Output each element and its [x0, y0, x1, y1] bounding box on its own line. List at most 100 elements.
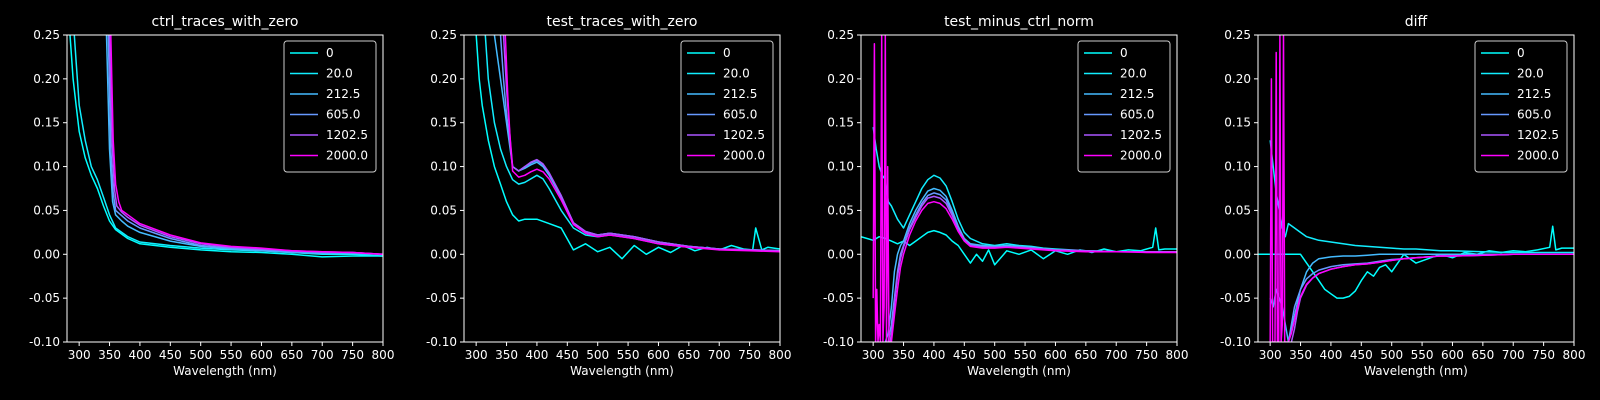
x-tick-label: 800: [769, 348, 792, 362]
chart-panel-4: diff Wavelength (nm) 300 350 400 450 500 550 6…: [1220, 14, 1586, 378]
legend-label: 605.0: [723, 108, 757, 122]
legend-label: 1202.5: [1120, 128, 1162, 142]
legend-label: 2000.0: [1120, 149, 1162, 163]
x-axis-label: Wavelength (nm): [173, 364, 277, 378]
x-axis-label: Wavelength (nm): [967, 364, 1071, 378]
y-tick-label: 0.25: [33, 28, 60, 42]
y-tick-label: -0.10: [1220, 335, 1251, 349]
y-tick-label: -0.10: [29, 335, 60, 349]
y-tick-label: 0.10: [827, 160, 854, 174]
x-tick-label: 400: [1319, 348, 1342, 362]
x-tick-label: 650: [280, 348, 303, 362]
series-line-1202.5: [502, 35, 780, 252]
y-tick-label: 0.05: [33, 203, 60, 217]
legend-label: 20.0: [1120, 67, 1147, 81]
legend: 0 20.0 212.5 605.0 1202.5 2000.0: [1077, 40, 1171, 173]
x-tick-label: 500: [1380, 348, 1403, 362]
legend-label: 605.0: [1120, 108, 1154, 122]
chart-panel-3: test_minus_ctrl_norm Wavelength (nm) 300…: [823, 14, 1189, 378]
y-tick-label: 0.20: [1224, 72, 1251, 86]
series-line-2000.0: [110, 35, 383, 256]
legend-label: 1202.5: [1517, 128, 1559, 142]
y-tick-label: 0.20: [430, 72, 457, 86]
plot-area-border: [1257, 34, 1575, 343]
x-tick-label: 450: [556, 348, 579, 362]
series-line-0: [475, 35, 780, 260]
y-tick-label: 0.15: [1224, 116, 1251, 130]
y-ticks: -0.10 -0.05 0.00 0.05 0.10 0.15 0.20 0.25: [823, 28, 861, 349]
x-tick-label: 700: [311, 348, 334, 362]
legend-label: 605.0: [326, 108, 360, 122]
series-line-0: [69, 35, 383, 258]
x-ticks: 300 350 400 450 500 550 600 650 700 750 800: [68, 342, 394, 362]
x-tick-label: 750: [341, 348, 364, 362]
y-tick-label: 0.15: [430, 116, 457, 130]
y-tick-label: 0.05: [1224, 203, 1251, 217]
y-ticks: -0.10 -0.05 0.00 0.05 0.10 0.15 0.20 0.25: [1220, 28, 1258, 349]
y-tick-label: -0.05: [426, 291, 457, 305]
y-tick-label: 0.20: [33, 72, 60, 86]
y-tick-label: 0.15: [33, 116, 60, 130]
legend-label: 1202.5: [723, 128, 765, 142]
x-tick-label: 350: [1289, 348, 1312, 362]
y-tick-label: 0.25: [1224, 28, 1251, 42]
plot-area-border: [860, 34, 1178, 343]
series-line-0: [1258, 225, 1574, 299]
y-tick-label: 0.05: [430, 203, 457, 217]
y-tick-label: -0.10: [823, 335, 854, 349]
y-tick-label: 0.00: [1224, 247, 1251, 261]
x-tick-label: 400: [128, 348, 151, 362]
legend-label: 0: [723, 46, 731, 60]
x-tick-label: 600: [250, 348, 273, 362]
legend-label: 2000.0: [326, 149, 368, 163]
x-ticks: 300 350 400 450 500 550 600 650 700 750 800: [465, 342, 792, 362]
legend-label: 0: [326, 46, 334, 60]
y-tick-label: 0.10: [1224, 160, 1251, 174]
legend-label: 212.5: [723, 87, 757, 101]
x-tick-label: 500: [189, 348, 212, 362]
y-tick-label: 0.00: [430, 247, 457, 261]
x-tick-label: 500: [586, 348, 609, 362]
series-line-212.5: [1269, 253, 1574, 342]
series-lines: [1258, 35, 1574, 342]
y-ticks: -0.10 -0.05 0.00 0.05 0.10 0.15 0.20 0.25: [426, 28, 464, 349]
y-tick-label: 0.00: [827, 247, 854, 261]
legend-label: 212.5: [326, 87, 360, 101]
x-tick-label: 600: [647, 348, 670, 362]
x-axis-label: Wavelength (nm): [570, 364, 674, 378]
y-ticks: -0.10 -0.05 0.00 0.05 0.10 0.15 0.20 0.25: [29, 28, 67, 349]
x-tick-label: 400: [525, 348, 548, 362]
y-tick-label: -0.05: [29, 291, 60, 305]
y-tick-label: 0.20: [827, 72, 854, 86]
x-tick-label: 350: [98, 348, 121, 362]
legend: 0 20.0 212.5 605.0 1202.5 2000.0: [283, 40, 377, 173]
x-tick-label: 600: [1044, 348, 1067, 362]
legend-label: 212.5: [1517, 87, 1551, 101]
legend-label: 0: [1120, 46, 1128, 60]
y-tick-label: 0.05: [827, 203, 854, 217]
x-axis-label: Wavelength (nm): [1364, 364, 1468, 378]
legend-label: 212.5: [1120, 87, 1154, 101]
x-tick-label: 500: [983, 348, 1006, 362]
x-tick-label: 450: [1350, 348, 1373, 362]
x-tick-label: 300: [68, 348, 91, 362]
x-tick-label: 300: [465, 348, 488, 362]
legend-label: 20.0: [723, 67, 750, 81]
x-tick-label: 550: [617, 348, 640, 362]
x-tick-label: 400: [922, 348, 945, 362]
legend-label: 2000.0: [1517, 149, 1559, 163]
x-tick-label: 550: [220, 348, 243, 362]
y-tick-label: 0.10: [33, 160, 60, 174]
x-tick-label: 800: [1563, 348, 1586, 362]
series-lines: [861, 35, 1177, 342]
legend: 0 20.0 212.5 605.0 1202.5 2000.0: [680, 40, 774, 173]
x-tick-label: 650: [677, 348, 700, 362]
y-tick-label: 0.10: [430, 160, 457, 174]
x-ticks: 300 350 400 450 500 550 600 650 700 750 800: [862, 342, 1188, 362]
axes-frame: [66, 34, 384, 343]
series-line-0: [861, 227, 1177, 266]
series-line-2000.0: [504, 35, 780, 253]
x-tick-label: 550: [1411, 348, 1434, 362]
series-lines: [69, 35, 383, 258]
